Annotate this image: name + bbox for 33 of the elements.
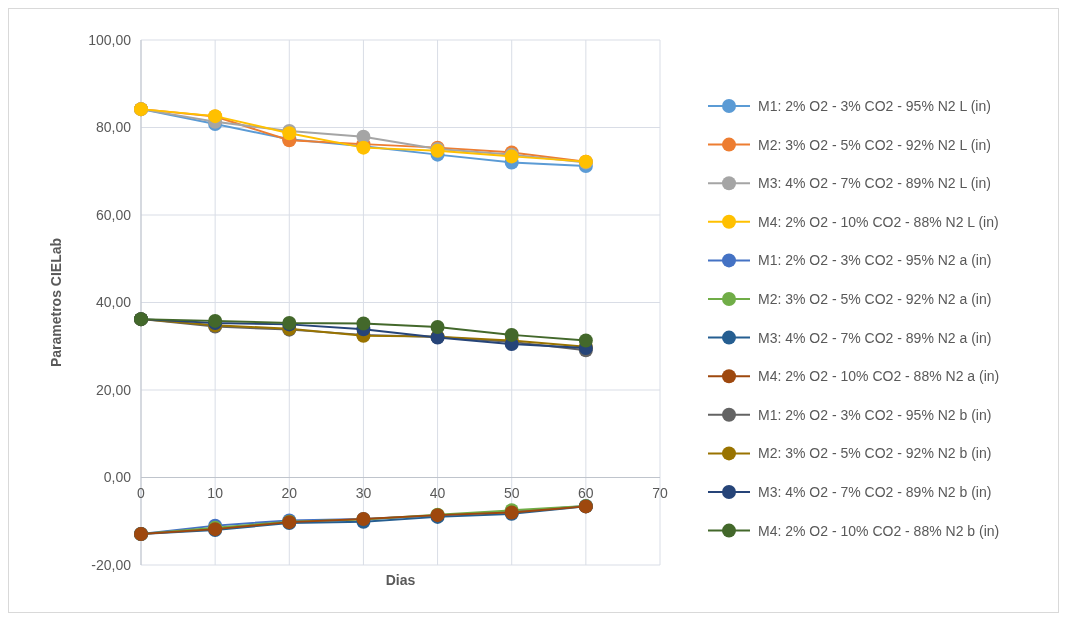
- legend-label: M4: 2% O2 - 10% CO2 - 88% N2 a (in): [758, 368, 1000, 385]
- legend-label: M1: 2% O2 - 3% CO2 - 95% N2 b (in): [758, 406, 992, 423]
- x-axis-title: Dias: [385, 572, 416, 588]
- x-tick-label: 30: [355, 484, 372, 501]
- x-tick-label: 0: [137, 484, 146, 501]
- legend-label: M3: 4% O2 - 7% CO2 - 89% N2 L (in): [758, 175, 991, 192]
- legend-label: M4: 2% O2 - 10% CO2 - 88% N2 b (in): [758, 522, 1000, 539]
- point: [578, 333, 593, 348]
- point: [504, 327, 519, 342]
- legend-label: M2: 3% O2 - 5% CO2 - 92% N2 L (in): [758, 136, 991, 153]
- x-tick-label: 70: [652, 484, 668, 501]
- x-tick-label: 60: [578, 484, 594, 501]
- legend-label: M3: 4% O2 - 7% CO2 - 89% N2 a (in): [758, 329, 992, 346]
- legend-label: M2: 3% O2 - 5% CO2 - 92% N2 a (in): [758, 290, 992, 307]
- y-axis-title: Parametros CIELab: [48, 237, 64, 368]
- legend-label: M1: 2% O2 - 3% CO2 - 95% N2 a (in): [758, 252, 992, 269]
- x-tick-label: 40: [429, 484, 446, 501]
- legend-label: M1: 2% O2 - 3% CO2 - 95% N2 L (in): [758, 97, 991, 114]
- y-tick-label: 100,00: [88, 31, 132, 48]
- y-tick-label: 60,00: [95, 206, 132, 223]
- y-tick-label: 0,00: [103, 469, 132, 486]
- x-tick-label: 10: [207, 484, 224, 501]
- y-tick-label: 80,00: [95, 119, 132, 136]
- legend-label: M4: 2% O2 - 10% CO2 - 88% N2 L (in): [758, 213, 999, 230]
- x-tick-label: 20: [281, 484, 298, 501]
- y-tick-label: 20,00: [95, 381, 132, 398]
- point: [430, 320, 445, 334]
- x-tick-label: 50: [503, 484, 520, 501]
- legend-label: M3: 4% O2 - 7% CO2 - 89% N2 b (in): [758, 483, 992, 500]
- point: [356, 316, 371, 331]
- y-tick-label: 40,00: [95, 294, 132, 311]
- y-tick-label: -20,00: [91, 556, 132, 573]
- legend-label: M2: 3% O2 - 5% CO2 - 92% N2 b (in): [758, 445, 992, 462]
